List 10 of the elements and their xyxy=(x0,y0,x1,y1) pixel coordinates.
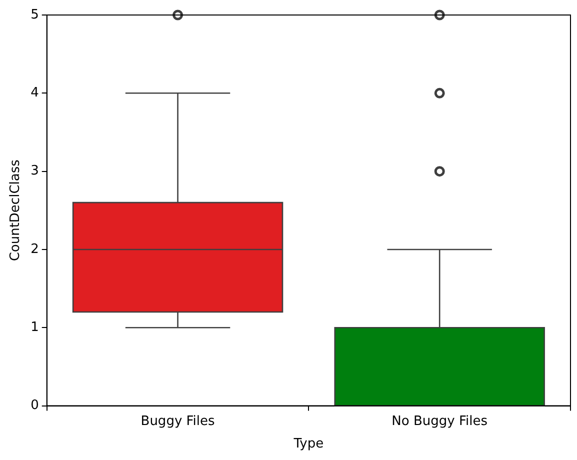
y-tick-label: 0 xyxy=(30,398,39,414)
y-tick-label: 4 xyxy=(30,86,39,101)
y-tick-label: 2 xyxy=(30,242,39,257)
x-tick-label: No Buggy Files xyxy=(392,414,488,429)
y-axis-title: CountDeclClass xyxy=(8,159,24,262)
y-tick-label: 1 xyxy=(30,320,39,336)
y-tick-label: 3 xyxy=(30,164,39,179)
y-tick-label: 5 xyxy=(30,7,39,22)
x-axis-title: Type xyxy=(292,436,324,452)
x-tick-label: Buggy Files xyxy=(140,414,216,429)
